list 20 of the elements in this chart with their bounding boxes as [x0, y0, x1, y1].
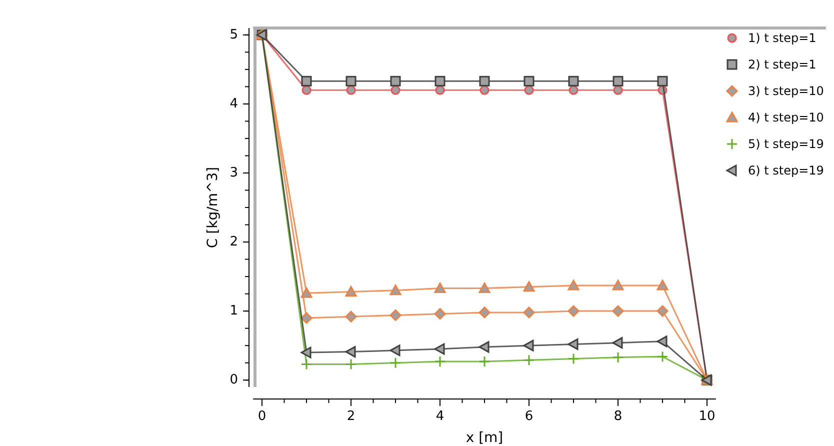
legend-label: 4) t step=10 — [748, 110, 824, 124]
legend-label: 1) t step=1 — [748, 31, 816, 45]
legend-label: 2) t step=1 — [748, 58, 816, 72]
legend-label: 6) t step=19 — [748, 164, 824, 178]
x-tick-label: 4 — [436, 409, 444, 424]
y-tick-label: 2 — [230, 234, 238, 250]
x-tick-label: 10 — [698, 409, 716, 424]
y-tick-label: 3 — [230, 165, 238, 180]
x-tick-label: 2 — [346, 409, 356, 424]
y-axis-title: C [kg/m^3] — [205, 166, 221, 248]
legend-label: 5) t step=19 — [748, 137, 824, 151]
y-tick-label: 1 — [230, 304, 238, 319]
x-tick-label: 8 — [614, 409, 622, 424]
y-tick-label: 5 — [230, 27, 238, 42]
y-tick-label: 0 — [230, 372, 238, 388]
x-tick-label: 0 — [258, 409, 266, 424]
x-tick-label: 6 — [524, 409, 534, 424]
y-tick-label: 4 — [230, 96, 238, 112]
legend-label: 3) t step=10 — [748, 84, 824, 98]
x-axis-title: x [m] — [466, 430, 504, 446]
